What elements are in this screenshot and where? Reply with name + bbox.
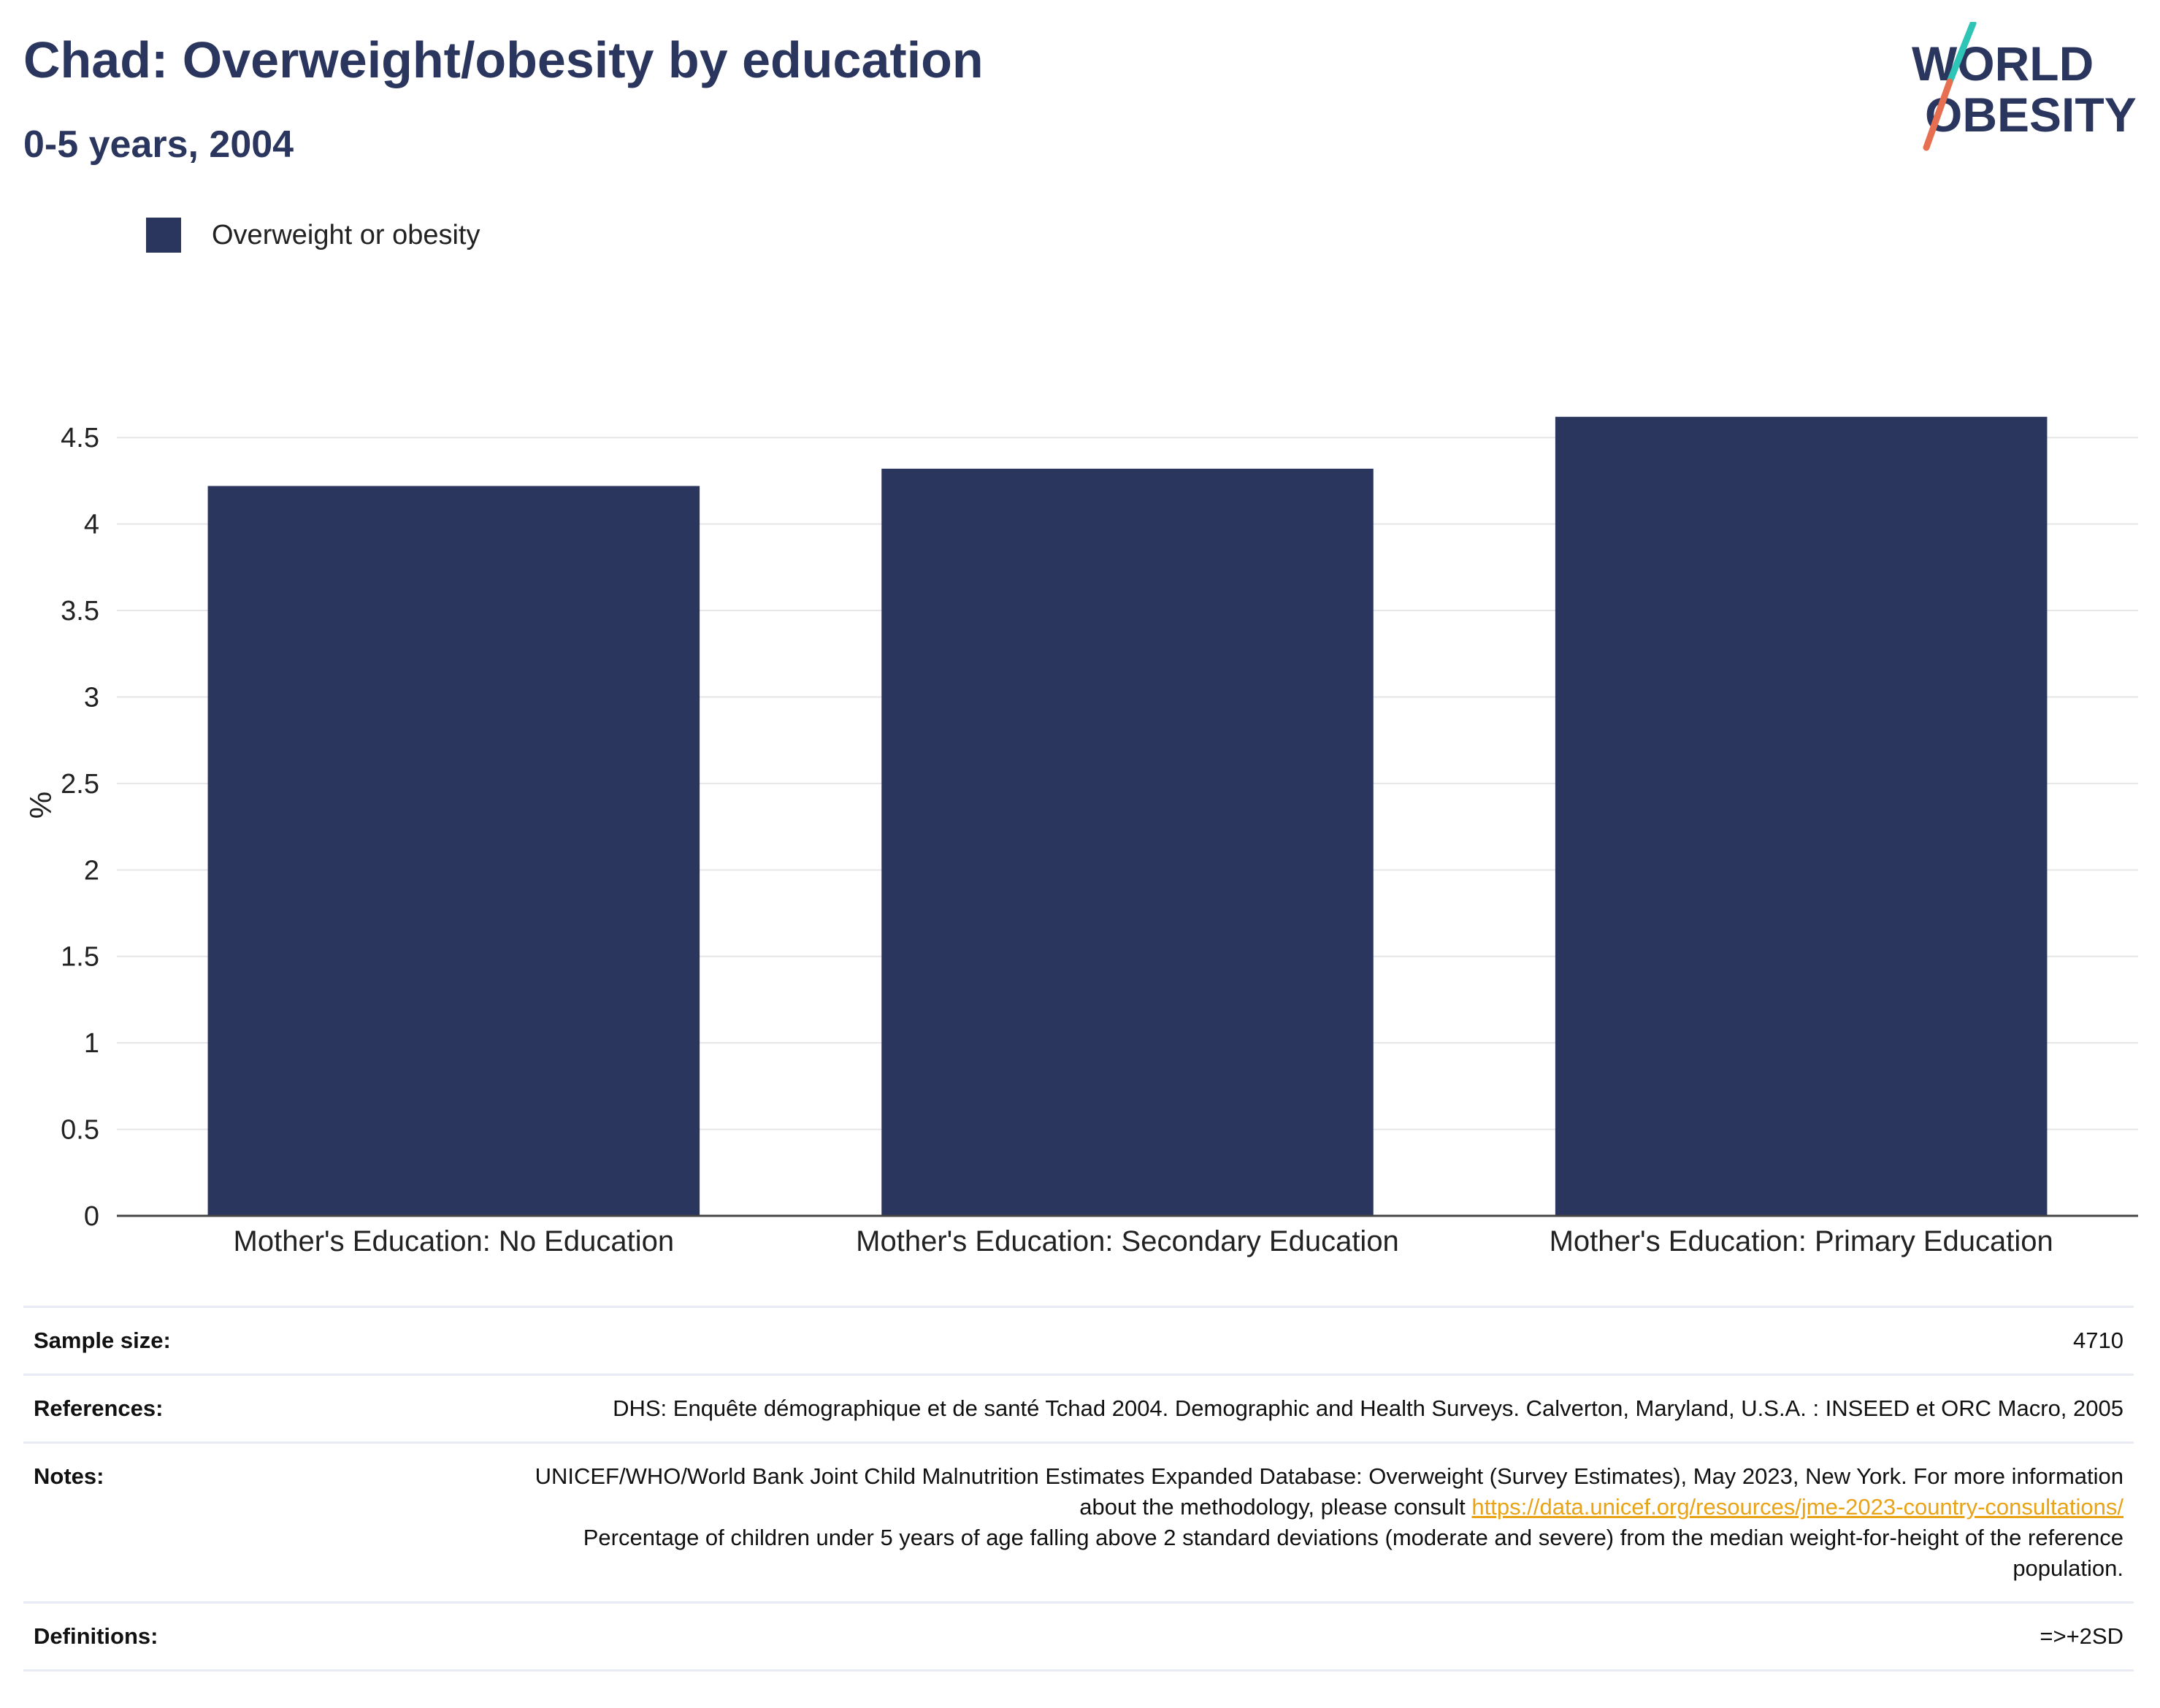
y-tick-label: 4.5 — [61, 423, 99, 453]
definitions-label: Definitions: — [34, 1623, 158, 1649]
bar — [881, 468, 1374, 1216]
notes-text-before: UNICEF/WHO/World Bank Joint Child Malnut… — [535, 1463, 2123, 1520]
chart-subtitle: 0-5 years, 2004 — [23, 123, 294, 166]
info-table: Sample size: 4710 References: DHS: Enquê… — [23, 1306, 2134, 1671]
logo-word-world: WORLD — [1912, 37, 2094, 91]
info-row-notes: Notes: UNICEF/WHO/World Bank Joint Child… — [23, 1442, 2134, 1603]
notes-text-after: Percentage of children under 5 years of … — [583, 1525, 2123, 1581]
info-row-definitions: Definitions: =>+2SD — [23, 1602, 2134, 1671]
notes-label: Notes: — [34, 1463, 104, 1489]
methodology-link[interactable]: https://data.unicef.org/resources/jme-20… — [1471, 1494, 2123, 1520]
legend-swatch — [146, 218, 181, 253]
references-value: DHS: Enquête démographique et de santé T… — [613, 1395, 2123, 1421]
chart-legend[interactable]: Overweight or obesity — [146, 217, 480, 253]
sample-size-label: Sample size: — [34, 1328, 171, 1353]
chart-title: Chad: Overweight/obesity by education — [23, 31, 984, 88]
bar — [1555, 416, 2048, 1216]
bar-chart: 0 0.5 1 1.5 2 2.5 3 3.5 4 4.5% Mother's Education:… — [23, 416, 2138, 1257]
legend-label: Overweight or obesity — [212, 219, 480, 250]
logo-word-obesity: OBESITY — [1925, 88, 2137, 142]
references-label: References: — [34, 1395, 164, 1421]
world-obesity-logo[interactable]: WORLD OBESITY — [1906, 22, 2147, 153]
info-row-sample-size: Sample size: 4710 — [23, 1306, 2134, 1375]
y-tick-label: 3.5 — [61, 596, 99, 627]
bar — [207, 486, 700, 1216]
x-category-label: Mother's Education: Secondary Education — [856, 1225, 1399, 1257]
sample-size-value: 4710 — [2073, 1328, 2123, 1353]
y-tick-label: 2.5 — [61, 769, 99, 800]
notes-value: UNICEF/WHO/World Bank Joint Child Malnut… — [482, 1443, 2134, 1603]
y-tick-label: 3 — [84, 682, 99, 713]
y-tick-label: 2 — [84, 855, 99, 886]
y-tick-label: 1 — [84, 1028, 99, 1059]
y-axis-label: % — [23, 792, 58, 819]
definitions-value: =>+2SD — [2040, 1623, 2123, 1649]
logo-slash-top — [1946, 22, 1977, 85]
x-category-label: Mother's Education: Primary Education — [1550, 1225, 2053, 1257]
y-tick-label: 4 — [84, 510, 99, 540]
logo-slash-bottom — [1923, 78, 1953, 151]
y-tick-label: 0.5 — [61, 1115, 99, 1146]
x-category-label: Mother's Education: No Education — [234, 1225, 675, 1257]
y-tick-label: 1.5 — [61, 942, 99, 973]
y-tick-label: 0 — [84, 1201, 99, 1232]
info-row-references: References: DHS: Enquête démographique e… — [23, 1374, 2134, 1443]
